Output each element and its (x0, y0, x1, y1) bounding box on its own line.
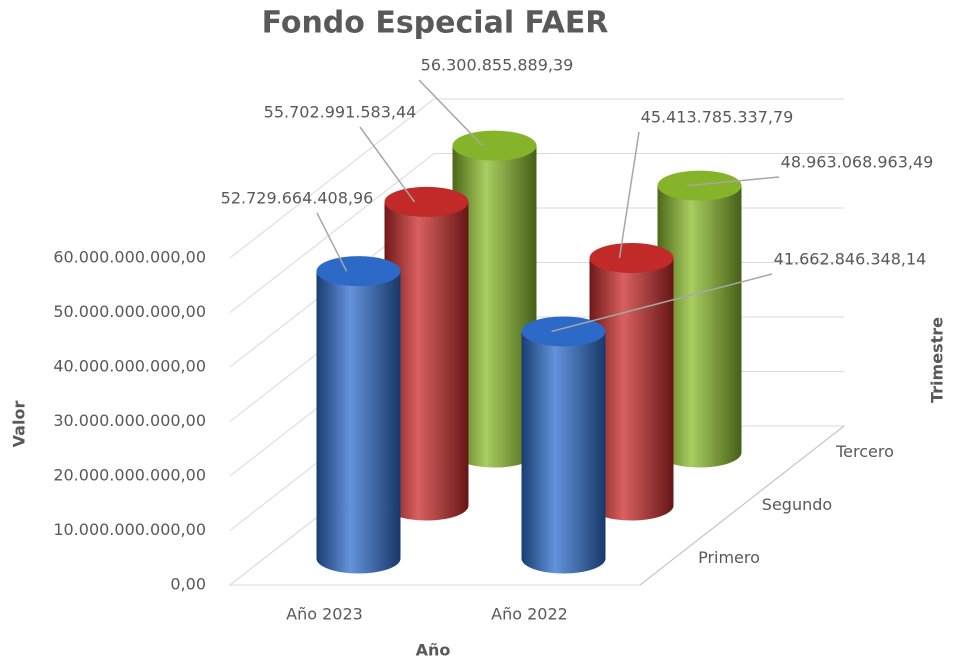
bar-top (452, 130, 537, 161)
data-label: 45.413.785.337,79 (641, 108, 794, 127)
z-tick-label: Primero (698, 548, 760, 567)
leader-line (359, 126, 416, 203)
x-tick-label: Año 2022 (491, 605, 568, 624)
y-tick-label: 50.000.000.000,00 (53, 302, 206, 321)
y-axis-title: Valor (10, 401, 29, 448)
bar-top (657, 170, 742, 201)
y-tick-label: 40.000.000.000,00 (53, 357, 206, 376)
leader-line (316, 212, 348, 272)
bar (316, 271, 401, 574)
bar (384, 201, 469, 521)
bar (589, 257, 674, 521)
z-tick-label: Tercero (835, 442, 894, 461)
grid-line (229, 98, 844, 259)
data-label: 48.963.068.963,49 (781, 153, 934, 172)
y-tick-label: 0,00 (170, 575, 206, 594)
leader-line (618, 131, 640, 259)
chart-title: Fondo Especial FAER (262, 6, 609, 41)
z-tick-label: Segundo (762, 495, 832, 514)
y-tick-label: 20.000.000.000,00 (53, 466, 206, 485)
x-tick-label: Año 2023 (286, 605, 363, 624)
leader-line (418, 79, 484, 147)
y-tick-label: 30.000.000.000,00 (53, 411, 206, 430)
data-label: 52.729.664.408,96 (221, 189, 374, 208)
bar (452, 145, 537, 468)
bar-top (589, 242, 674, 273)
grid-line (229, 153, 844, 313)
floor-edge (639, 425, 845, 586)
data-label: 55.702.991.583,44 (264, 103, 417, 122)
data-label: 56.300.855.889,39 (421, 56, 574, 75)
z-axis-title: Trimestre (928, 317, 947, 403)
x-axis-title: Año (416, 641, 451, 660)
bar (657, 185, 742, 468)
y-tick-label: 60.000.000.000,00 (53, 248, 206, 267)
data-label: 41.662.846.348,14 (774, 250, 927, 269)
leader-line (551, 273, 773, 333)
bar (521, 331, 606, 574)
bar-top (316, 256, 401, 287)
y-tick-label: 10.000.000.000,00 (53, 520, 206, 539)
bar-top (384, 186, 469, 217)
leader-line (687, 176, 780, 187)
bar-top (521, 316, 606, 347)
